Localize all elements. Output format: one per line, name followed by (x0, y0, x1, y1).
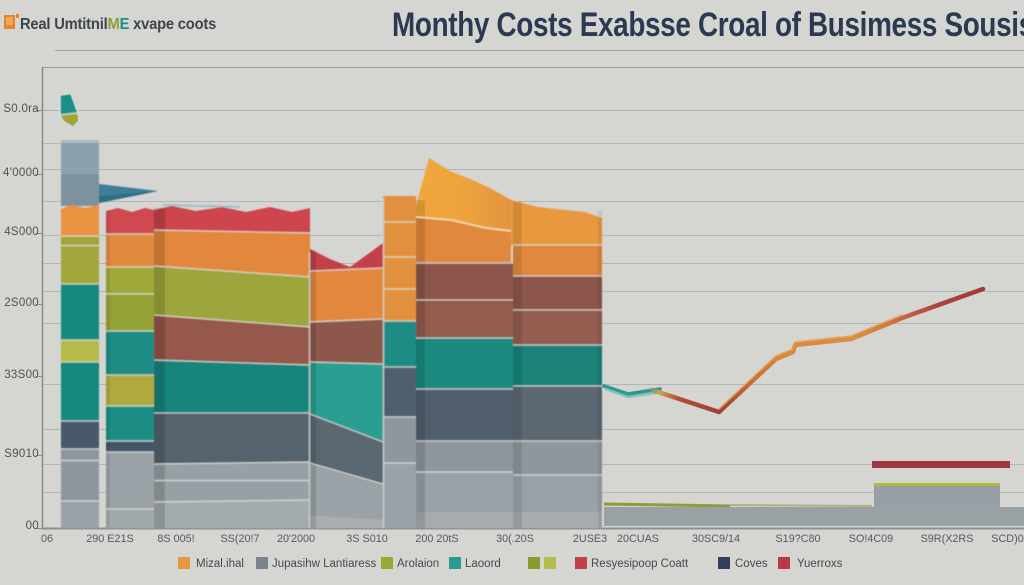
svg-text:06: 06 (41, 533, 53, 545)
svg-text:8S 005!: 8S 005! (157, 533, 194, 545)
svg-text:00: 00 (26, 520, 39, 532)
svg-text:Yuerroxs: Yuerroxs (797, 558, 843, 570)
svg-text:30SC9/14: 30SC9/14 (692, 533, 740, 545)
svg-text:Mizal.ihal: Mizal.ihal (196, 558, 244, 570)
svg-text:Monthy Costs Exabsse Croal of: Monthy Costs Exabsse Croal of Busimess S… (392, 5, 1024, 43)
svg-text:3S S010: 3S S010 (346, 533, 387, 545)
svg-text:290 E21S: 290 E21S (86, 533, 133, 545)
svg-text:Resyesipoop Coatt: Resyesipoop Coatt (591, 558, 689, 570)
svg-text:2S000: 2S000 (4, 297, 39, 309)
svg-text:S9R(X2RS: S9R(X2RS (921, 533, 974, 545)
svg-text:Coves: Coves (735, 558, 768, 570)
svg-text:20CUAS: 20CUAS (617, 533, 659, 545)
svg-text:Jupasihw Lantiaress: Jupasihw Lantiaress (272, 558, 376, 570)
svg-text:SCD)0/4: SCD)0/4 (991, 533, 1024, 545)
svg-text:Laoord: Laoord (465, 558, 501, 570)
svg-text:4S000: 4S000 (4, 226, 39, 238)
svg-text:S19?C80: S19?C80 (775, 533, 820, 545)
svg-text:2USE3: 2USE3 (573, 533, 607, 545)
svg-text:S9010: S9010 (4, 448, 39, 460)
svg-text:33S00: 33S00 (4, 369, 39, 381)
svg-text:Real UmtitnilME xvape coots: Real UmtitnilME xvape coots (20, 15, 216, 33)
svg-text:30(.20S: 30(.20S (496, 533, 534, 545)
svg-text:Arolaion: Arolaion (397, 558, 439, 570)
svg-text:S0.0ra: S0.0ra (3, 103, 39, 115)
svg-text:SO!4C09: SO!4C09 (849, 533, 893, 545)
svg-text:20'2000: 20'2000 (277, 533, 315, 545)
svg-text:4'0000: 4'0000 (3, 167, 39, 179)
svg-text:SS(20!7: SS(20!7 (220, 533, 259, 545)
svg-text:200 20tS: 200 20tS (415, 533, 458, 545)
